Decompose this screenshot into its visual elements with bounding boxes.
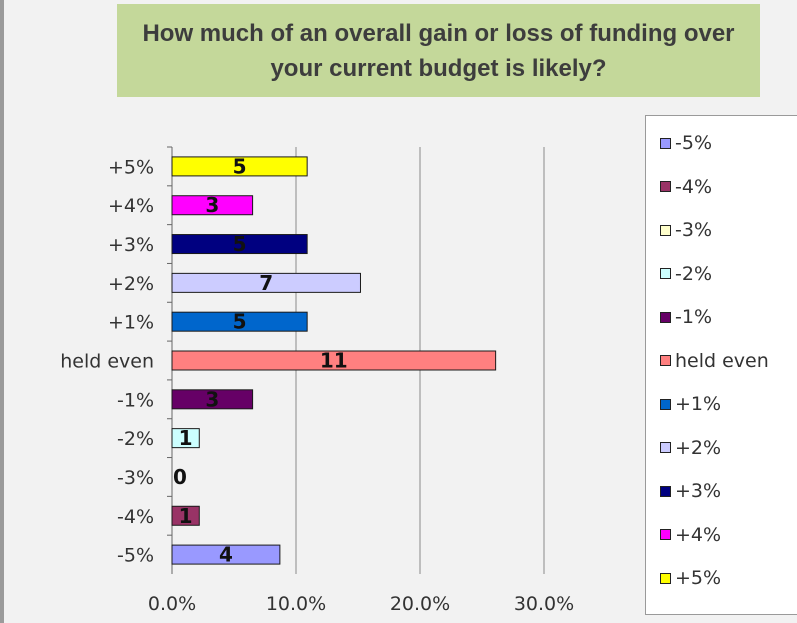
data-label: 5 <box>233 310 247 334</box>
y-tick-label: -3% <box>117 467 154 489</box>
data-label: 1 <box>179 426 193 450</box>
legend-item: -4% <box>660 172 712 202</box>
legend-swatch <box>660 442 671 453</box>
data-label: 0 <box>173 465 187 489</box>
legend-item: +5% <box>660 563 721 593</box>
legend-item: -5% <box>660 128 712 158</box>
bar <box>171 156 308 177</box>
x-tick-label: 0.0% <box>148 593 196 615</box>
legend-item: +1% <box>660 389 721 419</box>
y-tick-label: +2% <box>108 273 154 295</box>
legend-swatch <box>660 529 671 540</box>
legend-label: +3% <box>675 480 722 502</box>
legend-label: -3% <box>675 219 712 241</box>
bar <box>171 544 281 565</box>
legend-label: +5% <box>675 567 722 589</box>
legend-swatch <box>660 355 671 366</box>
legend-item: +2% <box>660 433 721 463</box>
bar <box>171 272 361 293</box>
legend-swatch <box>660 572 671 584</box>
legend-label: held even <box>675 349 769 372</box>
bar <box>171 234 308 255</box>
legend-label: -4% <box>675 175 712 198</box>
y-tick-label: -1% <box>117 389 154 411</box>
data-label: 3 <box>205 193 219 217</box>
legend-swatch <box>660 268 671 279</box>
data-label: 3 <box>205 387 219 411</box>
legend-swatch <box>660 311 671 323</box>
legend-item: +3% <box>660 476 721 506</box>
data-label: 4 <box>219 543 233 567</box>
y-tick-label: -4% <box>117 506 154 528</box>
data-label: 7 <box>259 271 273 295</box>
bar <box>171 428 200 449</box>
legend-swatch <box>660 485 671 497</box>
chart-title: How much of an overall gain or loss of f… <box>142 19 735 82</box>
legend-swatch <box>660 181 671 192</box>
legend-label: +2% <box>675 436 722 459</box>
legend-label: -1% <box>675 306 712 328</box>
bar <box>171 389 254 410</box>
legend-swatch <box>660 224 671 236</box>
legend-item: -1% <box>660 302 712 332</box>
data-label: 11 <box>320 349 348 373</box>
legend-item: held even <box>660 346 769 376</box>
legend-swatch <box>660 137 671 149</box>
x-tick-label: 20.0% <box>390 593 450 615</box>
y-tick-label: -2% <box>117 428 154 450</box>
x-tick-label: 10.0% <box>266 593 326 615</box>
title-box: How much of an overall gain or loss of f… <box>117 4 760 97</box>
y-tick-label: +1% <box>108 312 154 334</box>
legend-label: -2% <box>675 262 712 285</box>
bar <box>171 311 308 332</box>
plot-area: +5% +4% +3% +2% +1% held even -1% -2% -3% -4% -5% 0… <box>60 146 574 615</box>
legend-swatch <box>660 398 671 410</box>
x-tick-label: 30.0% <box>514 593 574 615</box>
legend: -5% -4% -3% -2% -1% held even +1% +2% +3% +4% +5% <box>645 115 797 615</box>
legend-item: +4% <box>660 520 721 550</box>
legend-label: +1% <box>675 393 722 415</box>
bar <box>171 505 200 526</box>
y-tick-label: +3% <box>108 234 154 256</box>
data-label: 5 <box>233 232 247 256</box>
bar <box>171 195 254 216</box>
data-label: 1 <box>179 504 193 528</box>
legend-item: -2% <box>660 259 712 289</box>
y-tick-label: -5% <box>117 545 154 567</box>
legend-label: -5% <box>675 132 712 154</box>
y-tick-label: +5% <box>108 156 154 178</box>
y-tick-label: held even <box>60 351 154 373</box>
legend-item: -3% <box>660 215 712 245</box>
data-label: 5 <box>233 154 247 178</box>
legend-label: +4% <box>675 523 722 546</box>
bar <box>171 350 497 371</box>
y-tick-label: +4% <box>108 195 154 217</box>
